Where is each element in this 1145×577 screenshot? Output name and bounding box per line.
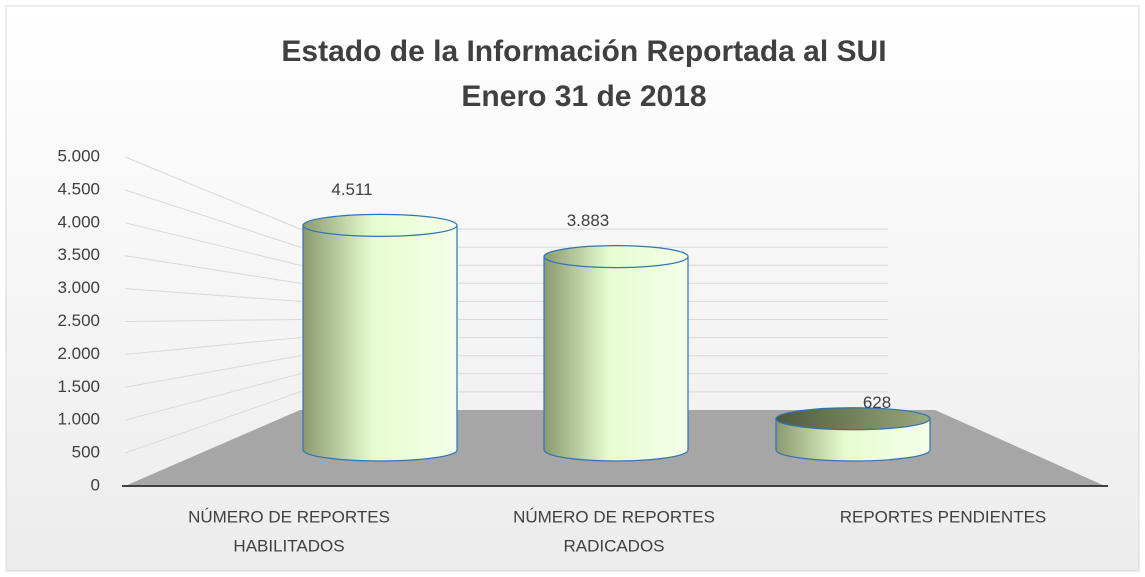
y-tick-label: 2.500 bbox=[57, 311, 100, 330]
grid-line bbox=[124, 391, 888, 454]
value-label: 628 bbox=[863, 393, 891, 412]
y-tick-label: 1.000 bbox=[57, 410, 100, 429]
grid-line bbox=[124, 319, 888, 322]
y-tick-label: 3.000 bbox=[57, 278, 100, 297]
y-tick-label: 4.000 bbox=[57, 212, 100, 231]
bar bbox=[775, 418, 931, 462]
x-tick-label: HABILITADOS bbox=[233, 536, 344, 555]
grid-line bbox=[124, 288, 888, 302]
y-tick-label: 500 bbox=[72, 443, 100, 462]
y-tick-label: 5.000 bbox=[57, 146, 100, 165]
grid-line bbox=[124, 189, 888, 248]
y-tick-label: 1.500 bbox=[57, 377, 100, 396]
y-tick-label: 0 bbox=[91, 475, 100, 494]
grid-line bbox=[124, 337, 888, 355]
bar-top bbox=[543, 245, 689, 269]
grid-line bbox=[124, 355, 888, 388]
x-tick-label: NÚMERO DE REPORTES bbox=[513, 507, 715, 526]
bar bbox=[543, 256, 689, 462]
bar bbox=[302, 224, 458, 462]
chart-subtitle: Enero 31 de 2018 bbox=[461, 80, 706, 113]
y-tick-label: 4.500 bbox=[57, 179, 100, 198]
value-label: 3.883 bbox=[567, 211, 610, 230]
x-tick-label: REPORTES PENDIENTES bbox=[840, 507, 1047, 526]
x-tick-label: RADICADOS bbox=[563, 536, 664, 555]
chart-title: Estado de la Información Reportada al SU… bbox=[281, 35, 886, 68]
grid-line bbox=[124, 373, 888, 421]
y-tick-label: 2.000 bbox=[57, 344, 100, 363]
bar-top bbox=[302, 213, 458, 237]
grid-line bbox=[124, 222, 888, 266]
x-tick-label: NÚMERO DE REPORTES bbox=[188, 507, 390, 526]
grid-line bbox=[124, 156, 888, 230]
grid-line bbox=[124, 255, 888, 284]
bar-top bbox=[775, 407, 931, 431]
value-label: 4.511 bbox=[331, 180, 372, 199]
y-tick-label: 3.500 bbox=[57, 245, 100, 264]
